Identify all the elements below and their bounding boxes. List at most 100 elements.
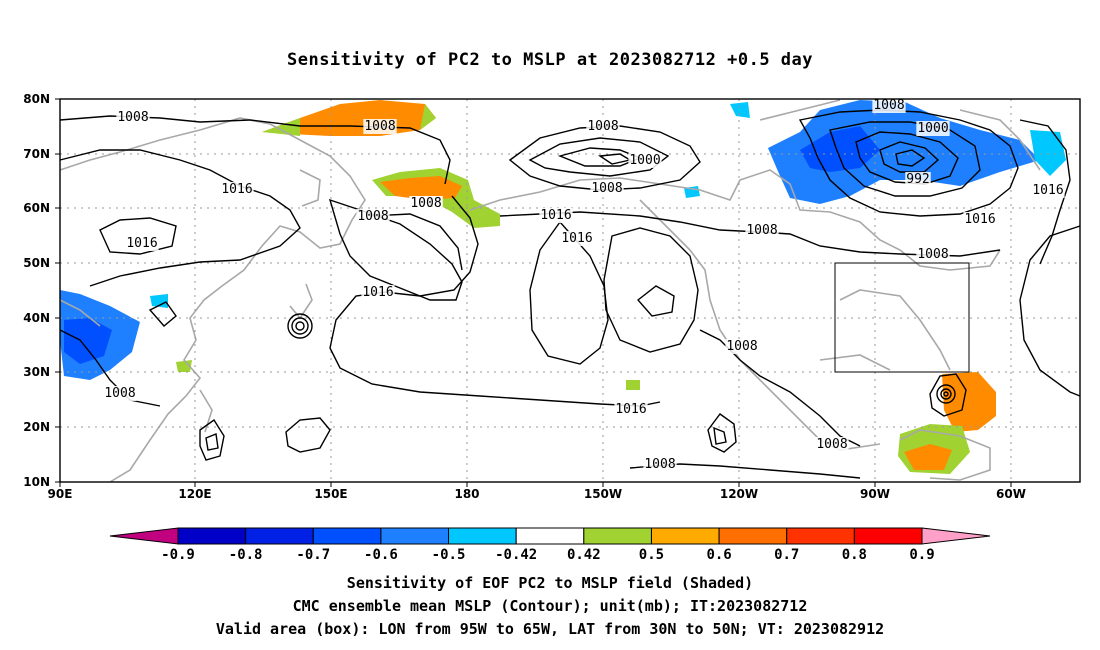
caption-line-1: Sensitivity of EOF PC2 to MSLP field (Sh… bbox=[346, 574, 754, 592]
contour-label-bg bbox=[356, 209, 390, 224]
contour-label: 992 bbox=[906, 172, 929, 187]
colorbar-labels: -0.9 -0.8 -0.7 -0.6 -0.5 -0.42 0.42 0.5 0.6 0.7 0.… bbox=[161, 547, 935, 563]
contour-label: 1016 bbox=[964, 212, 995, 227]
contour-label: 1016 bbox=[540, 208, 571, 223]
contour-label: 1016 bbox=[362, 285, 393, 300]
contour-label: 1008 bbox=[644, 457, 675, 472]
contour-label-bg bbox=[361, 285, 395, 300]
lat-label: 70N bbox=[23, 147, 50, 161]
contour-label-bg bbox=[590, 181, 624, 196]
lat-label: 30N bbox=[23, 365, 50, 379]
contour-label: 1000 bbox=[917, 121, 948, 136]
lon-label: 180 bbox=[454, 487, 479, 501]
contour-label-bg bbox=[586, 119, 620, 134]
colorbar-segment bbox=[245, 527, 314, 545]
contour-label-bg bbox=[916, 247, 950, 262]
colorbar-tick-label: 0.9 bbox=[909, 547, 934, 563]
colorbar-tick-label: -0.6 bbox=[364, 547, 398, 563]
colorbar-segment bbox=[650, 527, 720, 545]
map-frame bbox=[59, 98, 1081, 483]
caption-line-3: Valid area (box): LON from 95W to 65W, L… bbox=[215, 620, 885, 638]
contour-label-bg bbox=[539, 208, 573, 223]
contour-label-bg bbox=[220, 182, 254, 197]
negative-patch-asia-core bbox=[64, 318, 112, 364]
contour-label: 1016 bbox=[561, 231, 592, 246]
colorbar-tick-label: 0.6 bbox=[706, 547, 731, 563]
colorbar-tick-label: 0.8 bbox=[842, 547, 867, 563]
contour-label: 1016 bbox=[615, 402, 646, 417]
lon-label: 60W bbox=[996, 487, 1026, 501]
contour-label: 1008 bbox=[587, 119, 618, 134]
contour-label-bg bbox=[1031, 183, 1065, 198]
contour-label-bg bbox=[916, 121, 950, 136]
positive-patch-chukotka-core bbox=[380, 176, 462, 200]
positive-patch-hurricane bbox=[942, 372, 996, 432]
contour-label-bg bbox=[643, 457, 677, 472]
lat-label: 60N bbox=[23, 201, 50, 215]
lat-label: 50N bbox=[23, 256, 50, 270]
lat-label: 10N bbox=[23, 475, 50, 489]
contour-label: 1008 bbox=[410, 196, 441, 211]
contour-label-bg bbox=[815, 437, 849, 452]
contour-label-bg bbox=[560, 231, 594, 246]
caption-line-2: CMC ensemble mean MSLP (Contour); unit(m… bbox=[292, 597, 808, 615]
colorbar-tick-label: 0.5 bbox=[639, 547, 664, 563]
graticule bbox=[60, 99, 1080, 482]
negative-patch-greenland bbox=[1030, 130, 1066, 176]
contour-label: 1016 bbox=[126, 236, 157, 251]
lon-label: 150W bbox=[584, 487, 622, 501]
colorbar-tick-label: 0.42 bbox=[567, 547, 601, 563]
contour-label: 1008 bbox=[816, 437, 847, 452]
colorbar-segment bbox=[786, 527, 855, 545]
contour-label-bg bbox=[103, 386, 137, 401]
contour-label-layer: 1008 1008 1016 1016 1008 1008 1008 1000 1008 1016… bbox=[103, 98, 1065, 472]
colorbar-segment bbox=[583, 527, 652, 545]
contour-label-bg bbox=[745, 223, 779, 238]
colorbar-segment bbox=[718, 527, 788, 545]
lat-axis-labels: 80N 70N 60N 50N 40N 30N 20N 10N bbox=[23, 92, 50, 489]
mslp-contours bbox=[59, 109, 1081, 479]
contour-label: 1008 bbox=[917, 247, 948, 262]
contour-label-bg bbox=[628, 153, 662, 168]
contour-label-bg bbox=[116, 110, 150, 125]
contour-label: 1008 bbox=[873, 98, 904, 113]
contour-label: 1008 bbox=[746, 223, 777, 238]
lat-label: 80N bbox=[23, 92, 50, 106]
positive-patch-smalls bbox=[176, 360, 640, 390]
contour-label: 1008 bbox=[117, 110, 148, 125]
contour-label-bg bbox=[905, 172, 931, 187]
lon-label: 120E bbox=[178, 487, 211, 501]
lon-axis-labels: 90E 120E 150E 180 150W 120W 90W 60W bbox=[48, 487, 1026, 501]
lon-label: 120W bbox=[720, 487, 758, 501]
page-title: Sensitivity of PC2 to MSLP at 2023082712… bbox=[286, 50, 813, 70]
contour-label: 1008 bbox=[591, 181, 622, 196]
contour-label: 1016 bbox=[1032, 183, 1063, 198]
sensitivity-shading bbox=[60, 100, 1066, 474]
valid-area-box bbox=[834, 262, 970, 373]
lon-label: 90E bbox=[48, 487, 73, 501]
colorbar-segment bbox=[448, 527, 517, 545]
contour-label-bg bbox=[363, 119, 397, 134]
contour-label-bg bbox=[614, 402, 648, 417]
contour-label-bg bbox=[409, 196, 443, 211]
positive-patch-bering-edge bbox=[262, 104, 436, 136]
colorbar-left-triangle bbox=[109, 527, 179, 545]
lon-label: 90W bbox=[860, 487, 890, 501]
colorbar-tick-label: -0.7 bbox=[296, 547, 330, 563]
positive-patch-caribbean-core bbox=[904, 444, 952, 470]
colorbar-segment bbox=[312, 527, 382, 545]
lon-label: 150E bbox=[314, 487, 347, 501]
colorbar-segment bbox=[515, 527, 585, 545]
contour-label-bg bbox=[963, 212, 997, 227]
contour-label: 1008 bbox=[726, 339, 757, 354]
lat-label: 20N bbox=[23, 420, 50, 434]
contour-label: 1000 bbox=[629, 153, 660, 168]
lat-label: 40N bbox=[23, 311, 50, 325]
contour-label: 1008 bbox=[104, 386, 135, 401]
colorbar bbox=[109, 527, 991, 545]
contour-label: 1008 bbox=[357, 209, 388, 224]
colorbar-segment bbox=[177, 527, 247, 545]
colorbar-segment bbox=[853, 527, 923, 545]
contour-label-bg bbox=[125, 236, 159, 251]
contour-label: 1008 bbox=[364, 119, 395, 134]
